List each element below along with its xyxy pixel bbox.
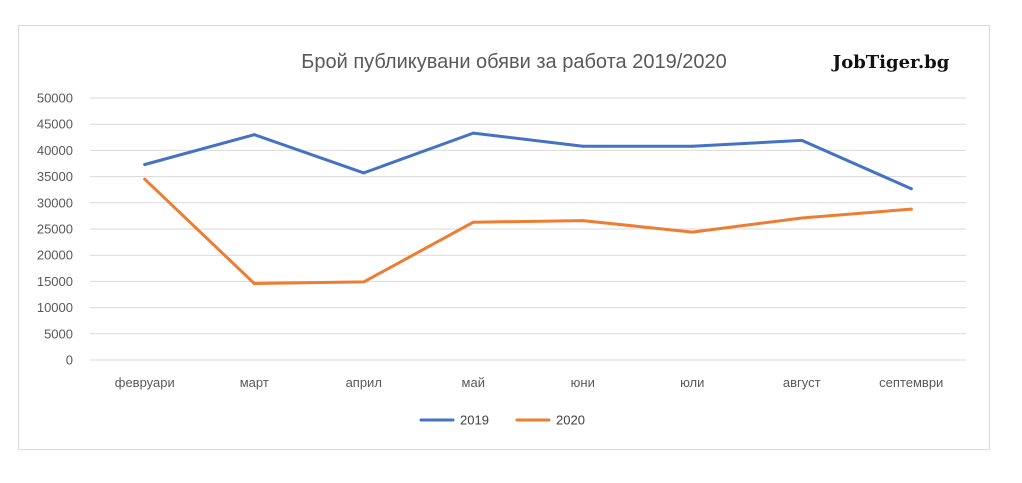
data-point — [471, 220, 475, 224]
y-tick-label: 50000 — [37, 91, 73, 106]
x-tick-label: май — [462, 375, 485, 390]
data-point — [362, 171, 366, 175]
grid-lines — [90, 97, 966, 361]
y-tick-label: 40000 — [37, 143, 73, 158]
data-point — [252, 281, 256, 285]
legend: 2019 2020 — [419, 413, 585, 428]
data-point — [909, 187, 913, 191]
legend-label: 2020 — [556, 413, 585, 428]
x-tick-label: март — [240, 375, 269, 390]
data-point — [690, 230, 694, 234]
chart-title: Брой публикувани обяви за работа 2019/20… — [301, 51, 727, 73]
data-point — [800, 216, 804, 220]
series-line-0 — [143, 131, 913, 191]
data-point — [909, 207, 913, 211]
data-point — [143, 163, 147, 167]
x-tick-label: септември — [879, 375, 943, 390]
x-tick-label: юни — [571, 375, 595, 390]
y-tick-label: 10000 — [37, 300, 73, 315]
jobtiger-logo: JobTiger.bg — [831, 52, 950, 73]
x-tick-label: февруари — [115, 375, 175, 390]
chart-frame — [18, 25, 990, 450]
data-point — [690, 144, 694, 148]
y-tick-label: 15000 — [37, 274, 73, 289]
y-tick-label: 20000 — [37, 248, 73, 263]
y-tick-label: 25000 — [37, 222, 73, 237]
data-point — [471, 131, 475, 135]
x-axis-ticks: февруари март април май юни юли август септемвр… — [115, 375, 944, 390]
legend-label: 2019 — [460, 413, 489, 428]
y-tick-label: 35000 — [37, 169, 73, 184]
series-lines — [143, 131, 913, 285]
data-point — [143, 177, 147, 181]
data-point — [252, 133, 256, 137]
x-tick-label: април — [346, 375, 382, 390]
y-tick-label: 45000 — [37, 117, 73, 132]
y-tick-label: 5000 — [44, 326, 73, 341]
data-point — [800, 138, 804, 142]
x-tick-label: юли — [680, 375, 704, 390]
y-tick-label: 30000 — [37, 195, 73, 210]
y-tick-label: 0 — [66, 353, 73, 368]
data-point — [581, 144, 585, 148]
data-point — [362, 280, 366, 284]
series-line-1 — [143, 177, 913, 285]
y-axis-ticks: 0 5000 10000 15000 20000 25000 30000 35000 40000… — [37, 91, 73, 368]
x-tick-label: август — [783, 375, 821, 390]
data-point — [581, 219, 585, 223]
